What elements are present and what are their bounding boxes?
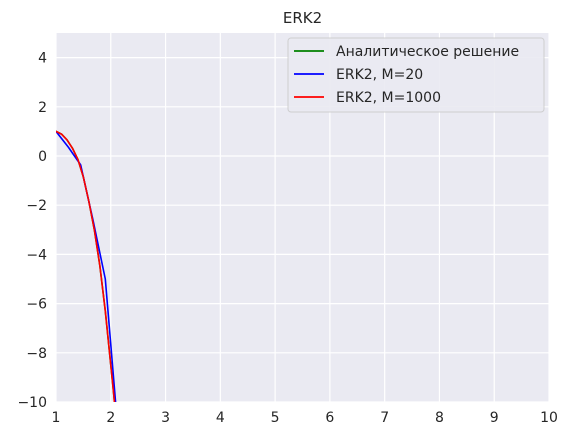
y-tick-label: 4 <box>38 51 47 67</box>
y-axis: 4 2 0 −2 −4 −6 −8 −10 <box>17 51 47 411</box>
x-tick-label: 5 <box>271 410 280 426</box>
x-tick-label: 1 <box>52 410 61 426</box>
x-tick-label: 9 <box>490 410 499 426</box>
legend-label: ERK2, M=20 <box>336 67 423 83</box>
legend-box <box>287 37 545 113</box>
x-tick-label: 4 <box>216 410 225 426</box>
x-tick-label: 6 <box>325 410 334 426</box>
x-tick-label: 7 <box>380 410 389 426</box>
legend: Аналитическое решение ERK2, M=20 ERK2, M=1… <box>287 37 545 113</box>
x-axis: 1 2 3 4 5 6 7 8 9 10 <box>52 410 558 426</box>
legend-label: ERK2, M=1000 <box>336 90 441 106</box>
y-tick-label: −4 <box>26 247 47 263</box>
legend-label: Аналитическое решение <box>336 44 519 60</box>
x-tick-label: 8 <box>435 410 444 426</box>
y-tick-label: −2 <box>26 198 47 214</box>
y-tick-label: 2 <box>38 100 47 116</box>
x-tick-label: 3 <box>161 410 170 426</box>
series-line-3 <box>56 130 116 402</box>
chart-title: ERK2 <box>283 9 322 27</box>
y-tick-label: −6 <box>26 297 47 313</box>
y-tick-label: 0 <box>38 149 47 165</box>
y-tick-label: −8 <box>26 346 47 362</box>
x-tick-label: 2 <box>106 410 115 426</box>
y-tick-label: −10 <box>17 395 47 411</box>
series-layer <box>56 130 117 402</box>
x-tick-label: 10 <box>540 410 558 426</box>
